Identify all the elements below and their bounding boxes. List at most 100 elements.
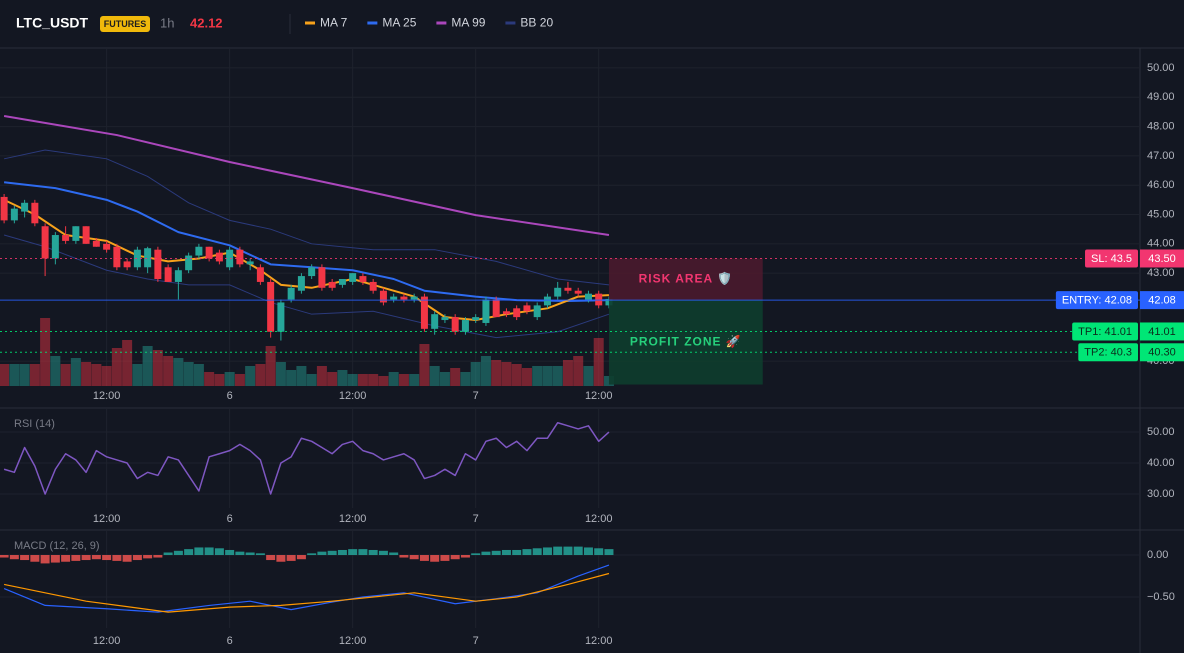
y-tick-label: 47.00 [1147,150,1175,162]
x-tick-label: 12:00 [339,635,367,647]
indicator-line [3,572,610,613]
level-value-label: 43.50 [1148,253,1176,265]
macd-histogram-bar [184,549,194,556]
macd-histogram-bar [286,555,296,561]
x-tick-label: 12:00 [93,635,121,647]
macd-histogram-bar [604,549,614,556]
volume-bar [532,366,543,386]
macd-histogram-bar [235,551,245,556]
x-tick-label: 12:00 [585,635,613,647]
volume-bar [265,346,276,386]
level-label: SL: 43.5 [1091,253,1132,265]
macd-histogram-bar [553,546,563,556]
candle-body [523,305,531,312]
macd-histogram-bar [501,549,511,556]
macd-histogram-bar [491,550,501,556]
symbol[interactable]: LTC_USDT [16,15,89,31]
candle-body [154,249,162,280]
candle-body [482,299,490,323]
volume-bar [583,366,594,386]
candle-body [31,202,39,224]
legend-label: BB 20 [520,16,553,30]
volume-bar [234,374,245,386]
candle-body [226,249,234,268]
macd-histogram-bar [276,555,286,562]
volume-bar [419,344,430,386]
level-label: ENTRY: 42.08 [1062,295,1132,307]
y-tick-label: −0.50 [1147,591,1175,603]
volume-bar [142,346,153,386]
x-tick-label: 7 [473,513,479,525]
volume-bar [398,374,409,386]
macd-histogram-bar [594,548,604,556]
volume-bar [347,374,358,386]
macd-histogram-bar [214,548,224,556]
volume-bar [193,364,204,386]
candle-body [133,249,141,268]
volume-bar [19,364,30,386]
candle-body [123,261,131,268]
candle-body [256,267,264,282]
interval[interactable]: 1h [160,15,174,30]
macd-histogram-bar [132,555,142,561]
macd-histogram-bar [522,549,532,556]
level-value-tag [1140,249,1184,268]
volume-bar [122,340,133,386]
candle-body [195,246,203,256]
candle-body [359,276,367,282]
macd-histogram-bar [91,555,101,560]
volume-bar [327,372,338,386]
macd-histogram-bar [409,555,419,560]
candle-body [308,267,316,277]
candle-body [461,320,469,332]
macd-histogram-bar [430,555,440,562]
y-tick-label: 50.00 [1147,426,1175,438]
pane [0,408,1140,508]
macd-histogram-bar [419,555,429,561]
y-tick-label: 40.00 [1147,457,1175,469]
volume-bar [296,366,307,386]
candle-body [246,261,254,265]
macd-histogram-bar [30,555,40,562]
macd-histogram-bar [245,552,255,556]
macd-histogram-bar [337,549,347,556]
volume-bar [480,356,491,386]
indicator-line [3,115,610,237]
volume-bar [204,372,215,386]
volume-bar [101,366,112,386]
x-tick-label: 7 [473,390,479,402]
macd-histogram-bar [225,549,235,556]
volume-bar [552,366,563,386]
x-tick-label: 12:00 [93,390,121,402]
y-tick-label: 45.00 [1147,208,1175,220]
volume-bar [0,364,10,386]
macd-histogram-bar [255,553,265,556]
candle-body [554,287,562,297]
volume-bar [173,358,184,386]
macd-histogram-bar [266,555,276,561]
candle-body [174,270,182,282]
x-tick-label: 7 [473,635,479,647]
x-tick-label: 6 [227,513,233,525]
candle-body [379,290,387,303]
volume-bar [50,356,61,386]
macd-histogram-bar [471,553,481,556]
level-tag [1055,291,1138,310]
macd-histogram-bar [327,550,337,556]
y-tick-label: 43.00 [1147,267,1175,279]
level-value-label: 41.01 [1148,326,1176,338]
volume-bar [316,366,327,386]
volume-bar [450,368,461,386]
volume-bar [368,374,379,386]
volume-bar [562,360,573,386]
macd-histogram-bar [512,549,522,556]
candle-body [236,249,244,265]
macd-histogram-bar [204,547,214,556]
macd-histogram-bar [389,552,399,556]
candle-body [410,296,418,300]
candle-body [215,252,223,262]
zone-label: PROFIT ZONE 🚀 [630,334,742,348]
badge: FUTURES [104,19,147,29]
